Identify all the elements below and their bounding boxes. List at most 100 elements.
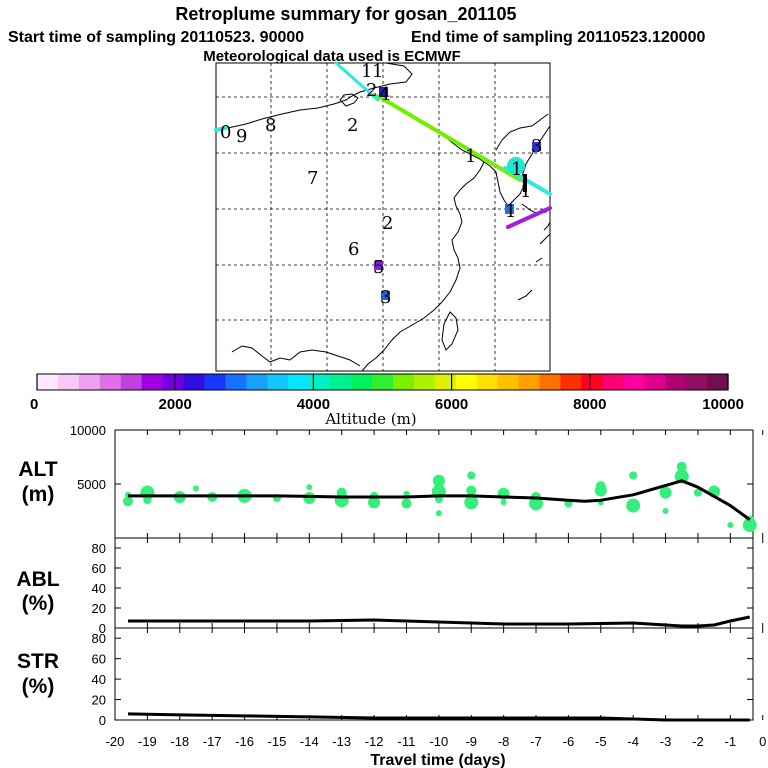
colorbar-swatch (57, 374, 80, 390)
colorbar-swatch (476, 374, 499, 390)
scatter-point (143, 496, 152, 505)
scatter-point (192, 485, 199, 492)
colorbar-swatch (372, 374, 394, 390)
colorbar-tick-label: 10000 (702, 396, 744, 413)
colorbar-swatch (204, 374, 227, 390)
map-label: 0 (220, 122, 231, 143)
colorbar-swatch (434, 374, 457, 390)
map-label: 2 (382, 213, 393, 234)
marker-square (505, 204, 514, 214)
x-axis-ticks: -20 -19 -18 -17 -16 -15 -14 -13 -12 -11 -10 -9 -8 -7-… (106, 734, 767, 749)
x-tick-label: -17 (203, 734, 222, 749)
y-tick-label: 40 (92, 672, 106, 687)
panel-ylabel: ABL (16, 568, 59, 591)
scatter-point (727, 522, 734, 529)
y-tick-label: 60 (92, 561, 106, 576)
met-data-label: Meteorological data used is ECMWF (203, 48, 461, 65)
scatter-point (629, 471, 638, 480)
x-tick-label: -10 (429, 734, 448, 749)
colorbar-swatch (518, 374, 541, 390)
x-tick-label: -6 (563, 734, 575, 749)
x-tick-label: -5 (595, 734, 607, 749)
y-tick-label: 80 (92, 631, 106, 646)
receptor-markers (374, 87, 541, 300)
map-gridlines (216, 63, 550, 371)
x-axis-title: Travel time (days) (370, 752, 505, 768)
panel-ylabel-units: (%) (22, 675, 55, 698)
colorbar-swatch (581, 374, 603, 390)
map-label: 6 (348, 239, 359, 260)
trajectory-lines (214, 61, 552, 229)
panel-frame (114, 627, 754, 721)
scatter-point (674, 469, 689, 484)
trajectory-map: 1 1 2 4 0 9 8 2 7 1 3 1 1 1 2 6 5 3 (214, 61, 552, 372)
x-tick-label: -13 (332, 734, 351, 749)
y-tick-label: 5000 (77, 477, 106, 492)
x-tick-label: -2 (692, 734, 704, 749)
map-label: 1 (465, 146, 476, 167)
panel-ylabel: ALT (18, 458, 57, 481)
colorbar-swatch (351, 374, 373, 390)
scatter-point (595, 481, 606, 492)
x-tick-label: 0 (759, 734, 766, 749)
colorbar-swatch (392, 374, 415, 390)
panel-alt: 5000 10000 ALT(m) (18, 423, 764, 539)
series-line-str (127, 712, 750, 722)
colorbar-swatch (560, 374, 583, 390)
scatter-point (401, 498, 412, 509)
map-label: 3 (531, 136, 542, 157)
colorbar-swatch (309, 374, 331, 390)
colorbar-swatch (686, 374, 708, 390)
scatter-point (659, 486, 672, 499)
end-time-label: End time of sampling 20110523.120000 (411, 29, 705, 46)
colorbar-swatch (141, 374, 164, 390)
y-tick-label: 40 (92, 581, 106, 596)
x-tick-label: -1 (725, 734, 737, 749)
colorbar-swatch (162, 374, 185, 390)
scatter-point (467, 471, 476, 480)
map-label: 8 (265, 115, 276, 136)
scatter-point (303, 492, 316, 505)
map-label: 1 (372, 61, 383, 82)
panel-ylabel: STR (17, 650, 59, 673)
trajectory-line-cyan-north (334, 61, 380, 102)
panel-ylabel-units: (m) (22, 483, 55, 506)
scatter-point (435, 510, 442, 517)
trajectory-line-purple (506, 206, 552, 229)
scatter-point (466, 485, 477, 496)
map-label: 1 (361, 61, 372, 82)
x-tick-label: -14 (300, 734, 319, 749)
colorbar-swatch (78, 374, 101, 390)
panel-frame (114, 537, 754, 629)
x-tick-label: -7 (530, 734, 542, 749)
map-label: 1 (511, 159, 522, 180)
scatter-point (432, 474, 445, 487)
colorbar-swatch (120, 374, 143, 390)
colorbar-axis-label: Altitude (m) (324, 410, 416, 428)
colorbar-swatch (665, 374, 687, 390)
scatter-point (403, 490, 410, 497)
x-tick-label: -15 (268, 734, 287, 749)
trajectory-line-cyan-west (214, 126, 228, 132)
time-series-panels: 500010000ALT(m)020406080ABL(%)020406080S… (16, 423, 766, 749)
scatter-point (742, 518, 757, 533)
colorbar-swatch (707, 374, 729, 390)
x-tick-label: -16 (235, 734, 254, 749)
colorbar-swatch (539, 374, 562, 390)
x-tick-label: -3 (660, 734, 672, 749)
panel-str: 0 20 40 60 80 STR(%) (17, 627, 764, 728)
y-tick-label: 0 (99, 713, 106, 728)
colorbar-swatch (413, 374, 436, 390)
map-label: 5 (373, 257, 384, 278)
start-time-label: Start time of sampling 20110523. 90000 (8, 29, 304, 46)
colorbar-swatch (246, 374, 268, 390)
colorbar-tick-label: 4000 (297, 396, 330, 413)
map-labels: 1 1 2 4 0 9 8 2 7 1 3 1 1 1 2 6 5 3 (220, 61, 542, 308)
colorbar-swatch (455, 374, 478, 390)
figure-title: Retroplume summary for gosan_201105 (175, 4, 516, 24)
y-tick-label: 80 (92, 541, 106, 556)
scatter-point (529, 496, 544, 511)
colorbar-tick-label: 0 (30, 396, 38, 413)
map-label: 9 (236, 126, 247, 147)
